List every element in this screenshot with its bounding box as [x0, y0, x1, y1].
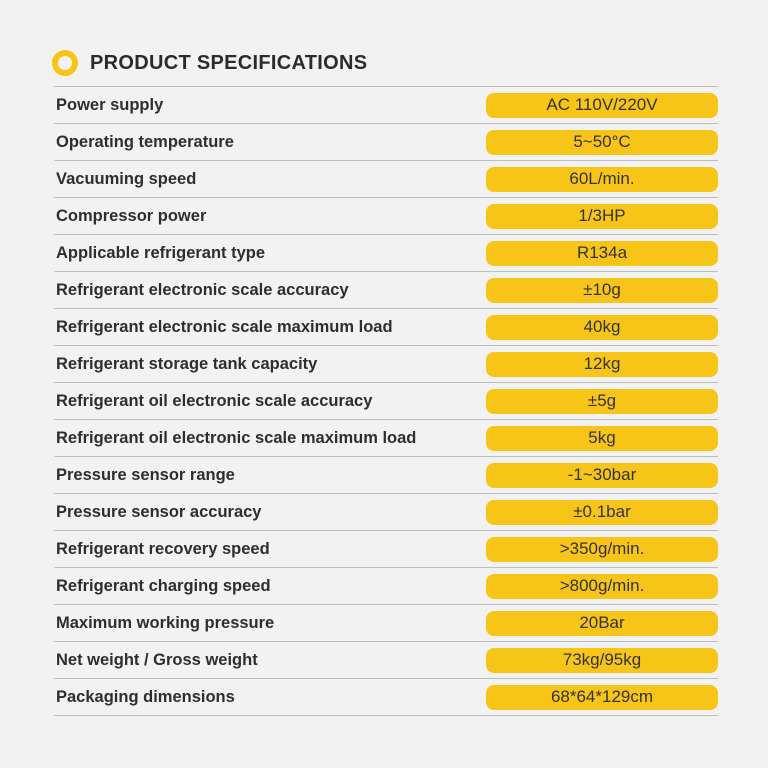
spec-row: Refrigerant recovery speed >350g/min. [54, 531, 718, 568]
spec-label: Packaging dimensions [56, 687, 235, 706]
spec-row: Refrigerant oil electronic scale accurac… [54, 383, 718, 420]
spec-label: Power supply [56, 95, 164, 114]
spec-value: 5kg [486, 425, 718, 451]
spec-label: Refrigerant storage tank capacity [56, 354, 318, 373]
spec-label: Pressure sensor range [56, 465, 235, 484]
spec-value: ±10g [486, 277, 718, 303]
spec-value: 5~50°C [486, 129, 718, 155]
spec-label: Operating temperature [56, 132, 234, 151]
spec-row: Pressure sensor range -1~30bar [54, 457, 718, 494]
spec-value: ±5g [486, 388, 718, 414]
spec-row: Refrigerant oil electronic scale maximum… [54, 420, 718, 457]
spec-value: >800g/min. [486, 573, 718, 599]
spec-label: Compressor power [56, 206, 207, 225]
spec-row: Refrigerant electronic scale maximum loa… [54, 309, 718, 346]
spec-label: Net weight / Gross weight [56, 650, 258, 669]
spec-row: Compressor power 1/3HP [54, 198, 718, 235]
section-header: PRODUCT SPECIFICATIONS [52, 48, 367, 78]
spec-row: Maximum working pressure 20Bar [54, 605, 718, 642]
spec-label: Refrigerant oil electronic scale accurac… [56, 391, 373, 410]
spec-label: Refrigerant charging speed [56, 576, 271, 595]
ring-icon [52, 50, 78, 76]
spec-row: Operating temperature 5~50°C [54, 124, 718, 161]
spec-table: Power supply AC 110V/220V Operating temp… [54, 86, 718, 716]
spec-row: Applicable refrigerant type R134a [54, 235, 718, 272]
spec-value: 40kg [486, 314, 718, 340]
spec-value: 73kg/95kg [486, 647, 718, 673]
spec-row: Refrigerant charging speed >800g/min. [54, 568, 718, 605]
spec-value: 60L/min. [486, 166, 718, 192]
section-title: PRODUCT SPECIFICATIONS [90, 51, 368, 74]
spec-row: Refrigerant storage tank capacity 12kg [54, 346, 718, 383]
spec-label: Pressure sensor accuracy [56, 502, 262, 521]
spec-value: 68*64*129cm [486, 684, 718, 710]
spec-value: >350g/min. [486, 536, 718, 562]
spec-label: Refrigerant oil electronic scale maximum… [56, 428, 417, 447]
spec-row: Net weight / Gross weight 73kg/95kg [54, 642, 718, 679]
spec-value: 20Bar [486, 610, 718, 636]
spec-label: Maximum working pressure [56, 613, 275, 632]
spec-row: Vacuuming speed 60L/min. [54, 161, 718, 198]
spec-row: Power supply AC 110V/220V [54, 87, 718, 124]
spec-label: Refrigerant electronic scale maximum loa… [56, 317, 393, 336]
spec-value: 12kg [486, 351, 718, 377]
spec-label: Refrigerant electronic scale accuracy [56, 280, 349, 299]
spec-row: Refrigerant electronic scale accuracy ±1… [54, 272, 718, 309]
spec-value: R134a [486, 240, 718, 266]
spec-label: Applicable refrigerant type [56, 243, 266, 262]
spec-value: ±0.1bar [486, 499, 718, 525]
spec-row: Pressure sensor accuracy ±0.1bar [54, 494, 718, 531]
spec-value: AC 110V/220V [486, 92, 718, 118]
spec-label: Refrigerant recovery speed [56, 539, 270, 558]
spec-row: Packaging dimensions 68*64*129cm [54, 679, 718, 716]
spec-value: -1~30bar [486, 462, 718, 488]
spec-value: 1/3HP [486, 203, 718, 229]
spec-label: Vacuuming speed [56, 169, 197, 188]
